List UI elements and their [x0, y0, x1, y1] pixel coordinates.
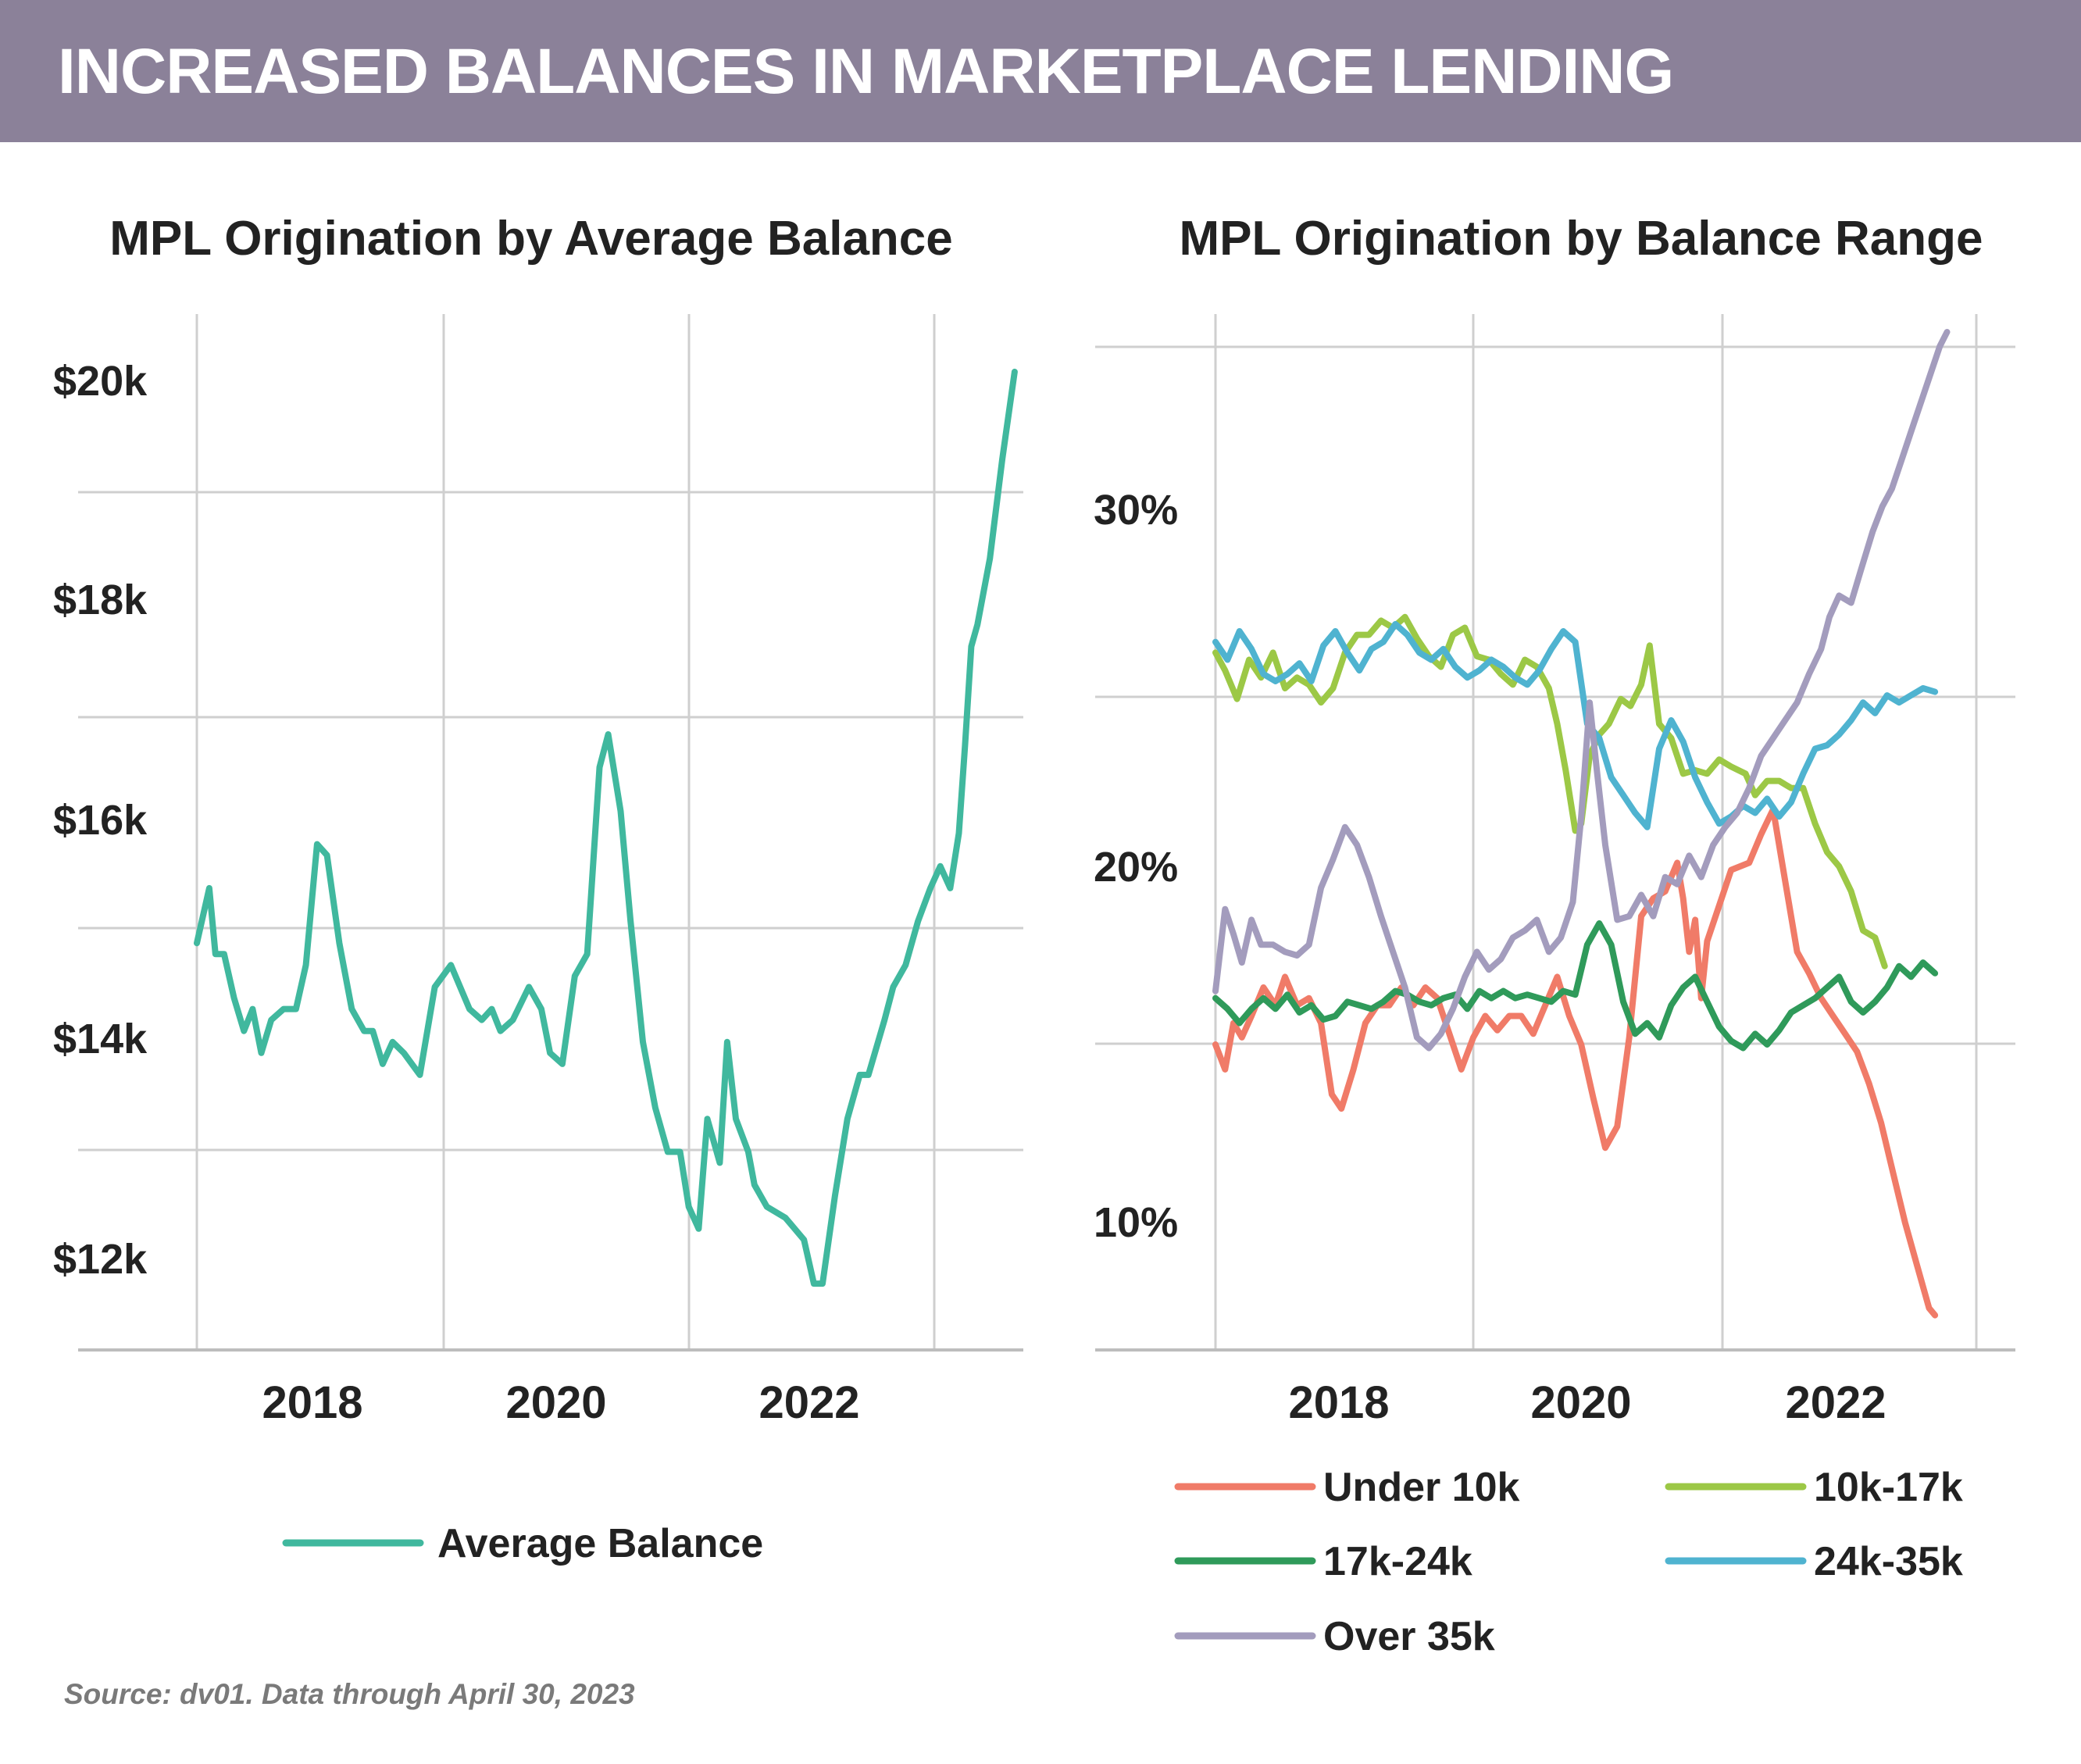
legend-label: 10k-17k	[1814, 1465, 1963, 1510]
x-tick-label: 2022	[1785, 1377, 1886, 1428]
series-line-3	[1212, 920, 1939, 1052]
x-tick-label: 2022	[759, 1377, 859, 1428]
chart-title: MPL Origination by Average Balance	[109, 212, 953, 266]
y-tick-label: 30%	[1094, 487, 1178, 534]
y-tick-label: $18k	[53, 577, 148, 623]
series-line-1	[194, 368, 1018, 1287]
chart-panel-1: MPL Origination by Average Balance $12k $1…	[53, 212, 1023, 1566]
x-tick-label: 2018	[1288, 1377, 1389, 1428]
legend-label: Over 35k	[1323, 1614, 1495, 1659]
legend-label: 24k-35k	[1814, 1539, 1963, 1584]
series-line-5	[1212, 329, 1951, 1052]
y-tick-label: 20%	[1094, 844, 1178, 891]
series-line-2	[1212, 613, 1888, 969]
y-tick-label: $20k	[53, 358, 148, 405]
y-tick-label: $14k	[53, 1016, 148, 1062]
legend-label: Average Balance	[437, 1521, 763, 1566]
y-tick-label: $12k	[53, 1236, 148, 1283]
x-tick-label: 2018	[262, 1377, 362, 1428]
y-tick-label: 10%	[1094, 1199, 1178, 1246]
header-banner: INCREASED BALANCES IN MARKETPLACE LENDIN…	[0, 0, 2081, 142]
legend-label: 17k-24k	[1323, 1539, 1472, 1584]
series-line-1	[1212, 806, 1939, 1319]
page-title: INCREASED BALANCES IN MARKETPLACE LENDIN…	[58, 36, 1674, 107]
x-tick-label: 2020	[505, 1377, 606, 1428]
series-line-4	[1212, 620, 1939, 830]
y-tick-label: $16k	[53, 797, 148, 844]
chart-panel-2: MPL Origination by Balance Range 10% 20% 30…	[1094, 212, 2015, 1659]
chart-title: MPL Origination by Balance Range	[1180, 212, 1983, 266]
x-tick-label: 2020	[1530, 1377, 1631, 1428]
source-note: Source: dv01. Data through April 30, 202…	[64, 1678, 635, 1710]
legend-label: Under 10k	[1323, 1465, 1520, 1510]
